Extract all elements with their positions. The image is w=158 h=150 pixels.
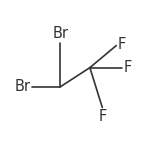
Text: Br: Br bbox=[52, 26, 68, 41]
Text: Br: Br bbox=[15, 79, 31, 94]
Text: F: F bbox=[98, 109, 106, 124]
Text: F: F bbox=[118, 37, 126, 52]
Text: F: F bbox=[124, 60, 132, 75]
